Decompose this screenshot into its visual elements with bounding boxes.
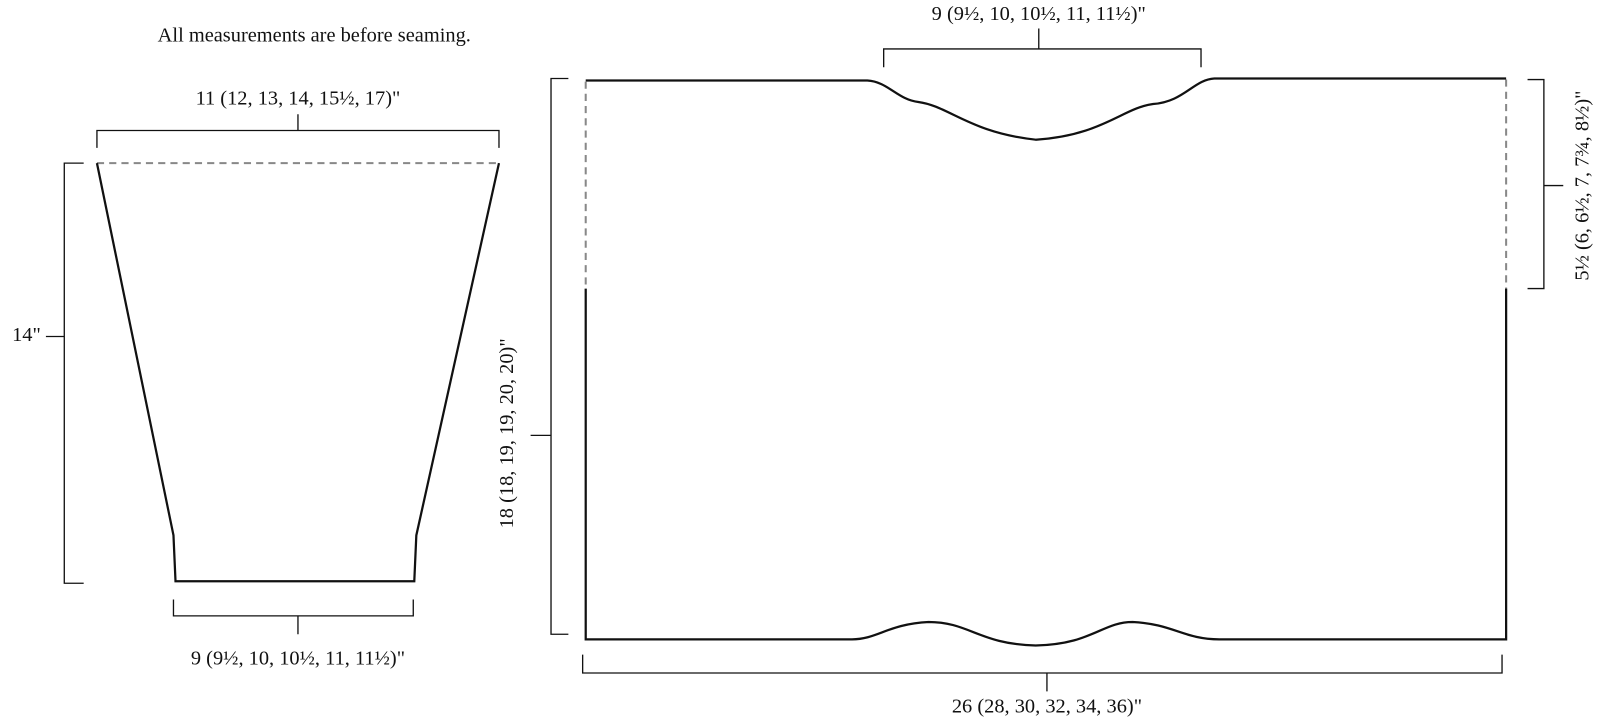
neck-bracket xyxy=(883,28,1202,68)
neck-width: 9 (9½, 10, 10½, 11, 11½)" xyxy=(932,3,1146,25)
sleeve-bottom-width: 9 (9½, 10, 10½, 11, 11½)" xyxy=(191,647,405,669)
armhole-bracket xyxy=(1527,78,1564,290)
sleeve-length-bracket xyxy=(45,162,84,584)
width-bracket xyxy=(581,654,1503,692)
armhole-depth: 5½ (6, 6½, 7, 7¾, 8½)" xyxy=(1571,91,1593,281)
note: All measurements are before seaming. xyxy=(158,24,471,46)
body-width: 26 (28, 30, 32, 34, 36)" xyxy=(952,695,1142,717)
sleeve-length: 14" xyxy=(12,324,41,346)
body-outline xyxy=(584,288,1508,647)
body-top-edge xyxy=(585,77,1507,141)
sleeve-bottom-bracket xyxy=(172,599,414,635)
body: 9 (9½, 10, 10½, 11, 11½)" 18 (18, 19, 19… xyxy=(496,3,1594,717)
sleeve-outline xyxy=(95,162,501,583)
sleeve-top-bracket xyxy=(96,114,500,148)
sleeve-top-width: 11 (12, 13, 14, 15½, 17)" xyxy=(196,88,401,110)
body-height: 18 (18, 19, 19, 20, 20)" xyxy=(496,338,518,528)
sleeve: 11 (12, 13, 14, 15½, 17)" 14" 9 (9½, 10,… xyxy=(12,88,501,669)
height-bracket xyxy=(530,77,569,635)
